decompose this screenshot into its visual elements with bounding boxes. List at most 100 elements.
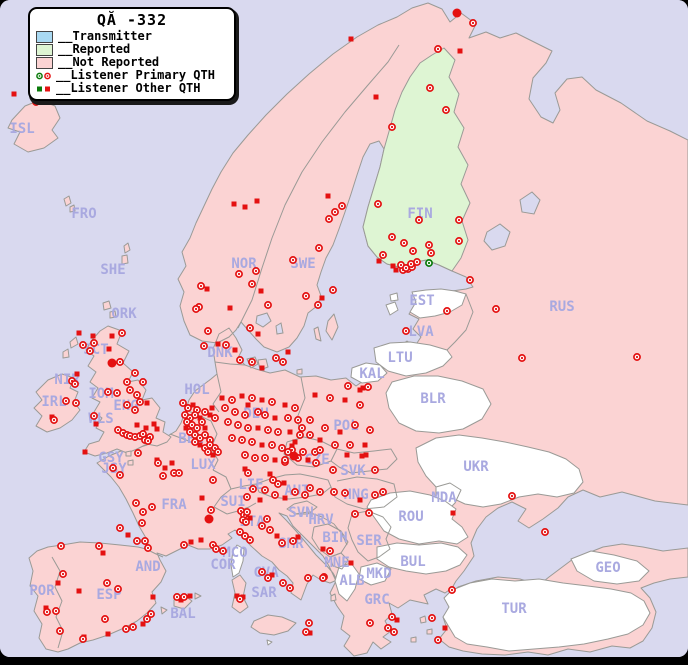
legend-item-2: __Not Reported xyxy=(36,56,228,69)
listener-primary-qth-marker xyxy=(90,339,98,347)
listener-other-qth-marker xyxy=(154,426,160,432)
country-est xyxy=(409,288,467,319)
listener-primary-qth-marker xyxy=(289,256,297,264)
country-label-lva: LVA xyxy=(408,324,434,340)
listener-primary-qth-marker xyxy=(316,488,324,496)
listener-primary-qth-marker xyxy=(116,358,124,366)
listener-primary-qth-marker xyxy=(129,623,137,631)
island-7 xyxy=(123,242,131,254)
listener-primary-qth-marker xyxy=(284,448,292,456)
listener-other-qth-marker xyxy=(281,480,287,486)
country-label-kal: KAL xyxy=(359,366,384,382)
listener-primary-qth-marker xyxy=(236,595,244,603)
island-19 xyxy=(231,574,249,614)
listener-primary-qth-marker xyxy=(180,593,188,601)
country-label-grc: GRC xyxy=(364,592,389,608)
country-label-irl: IRL xyxy=(41,394,66,410)
listener-primary-qth-marker xyxy=(306,484,314,492)
listener-primary-qth-marker xyxy=(238,436,246,444)
listener-primary-qth-marker xyxy=(248,358,256,366)
country-label-lux: LUX xyxy=(190,457,216,473)
listener-primary-qth-marker xyxy=(258,568,266,576)
listener-primary-qth-marker xyxy=(193,424,201,432)
country-fin-reported xyxy=(362,47,471,272)
listener-primary-qth-marker xyxy=(236,356,244,364)
lake-1 xyxy=(519,191,541,215)
listener-primary-qth-marker xyxy=(296,431,304,439)
listener-other-qth-marker xyxy=(282,402,288,408)
listener-primary-qth-marker xyxy=(388,613,396,621)
listener-primary-qth-marker xyxy=(384,624,392,632)
border-line-10 xyxy=(230,483,257,490)
listener-primary-qth-marker xyxy=(312,459,320,467)
listener-primary-qth-marker xyxy=(214,448,222,456)
listener-primary-qth-marker xyxy=(62,397,70,405)
country-rou xyxy=(366,490,469,545)
listener-primary-qth-marker xyxy=(272,354,280,362)
listener-cluster-marker xyxy=(452,8,462,18)
listener-primary-qth-marker xyxy=(306,416,314,424)
listener-other-qth-marker xyxy=(232,347,238,353)
island-13 xyxy=(325,313,339,341)
listener-other-qth-marker xyxy=(442,625,448,631)
listener-primary-qth-marker xyxy=(261,454,269,462)
listener-primary-qth-marker xyxy=(291,404,299,412)
listener-primary-qth-marker xyxy=(279,358,287,366)
listener-primary-qth-marker xyxy=(143,615,151,623)
country-label-nor: NOR xyxy=(231,256,257,272)
listener-primary-qth-marker xyxy=(154,459,162,467)
border-line-8 xyxy=(213,488,232,515)
legend-item-3: __Listener Primary QTH xyxy=(36,69,228,82)
listener-other-qth-marker xyxy=(289,443,295,449)
listener-primary-qth-marker xyxy=(341,489,349,497)
listener-other-qth-marker xyxy=(76,330,82,336)
legend-title: QĂ -332 xyxy=(96,11,168,29)
listener-primary-qth-marker xyxy=(331,441,339,449)
island-17 xyxy=(160,606,168,615)
country-label-tur: TUR xyxy=(501,601,527,617)
listener-primary-qth-marker xyxy=(268,441,276,449)
listener-other-qth-marker xyxy=(209,405,215,411)
legend-item-label: __Listener Primary QTH xyxy=(56,68,215,82)
listener-primary-qth-marker xyxy=(116,471,124,479)
listener-primary-qth-marker xyxy=(289,537,297,545)
listener-primary-qth-marker xyxy=(207,506,215,514)
country-label-rus: RUS xyxy=(549,299,574,315)
listener-other-qth-marker xyxy=(285,349,291,355)
listener-primary-qth-marker xyxy=(79,635,87,643)
listener-other-qth-marker xyxy=(227,305,233,311)
listener-primary-qth-marker xyxy=(71,380,79,388)
listener-primary-qth-marker xyxy=(314,301,322,309)
listener-primary-qth-marker xyxy=(469,19,477,27)
listener-other-qth-marker xyxy=(106,346,112,352)
country-label-ser: SER xyxy=(356,533,382,549)
listener-other-qth-marker xyxy=(93,421,99,427)
listener-other-qth-marker xyxy=(305,457,311,463)
listener-primary-qth-marker xyxy=(126,386,134,394)
listener-primary-qth-marker xyxy=(212,545,220,553)
island-24 xyxy=(330,593,337,602)
legend-item-label: __Listener Other QTH xyxy=(56,81,201,95)
listener-other-qth-marker xyxy=(272,457,278,463)
listener-primary-qth-marker xyxy=(448,586,456,594)
listener-primary-qth-marker xyxy=(159,472,167,480)
listener-primary-qth-marker xyxy=(455,237,463,245)
country-label-lie: LIE xyxy=(238,477,263,493)
country-label-fro: FRO xyxy=(71,206,96,222)
listener-primary-qth-marker xyxy=(321,424,329,432)
listener-primary-qth-marker xyxy=(56,627,64,635)
listener-primary-qth-marker xyxy=(319,574,327,582)
island-25 xyxy=(125,450,132,457)
listener-other-qth-marker xyxy=(292,439,298,445)
listener-primary-qth-marker xyxy=(43,608,51,616)
island-10 xyxy=(109,310,117,319)
listener-primary-qth-marker xyxy=(246,536,254,544)
listener-primary-qth-marker xyxy=(330,488,338,496)
island-18 xyxy=(194,592,202,600)
listener-primary-qth-marker xyxy=(243,493,251,501)
listener-other-qth-marker xyxy=(344,452,350,458)
listener-other-qth-marker xyxy=(198,537,204,543)
country-tur xyxy=(442,578,651,652)
listener-primary-qth-marker xyxy=(286,584,294,592)
